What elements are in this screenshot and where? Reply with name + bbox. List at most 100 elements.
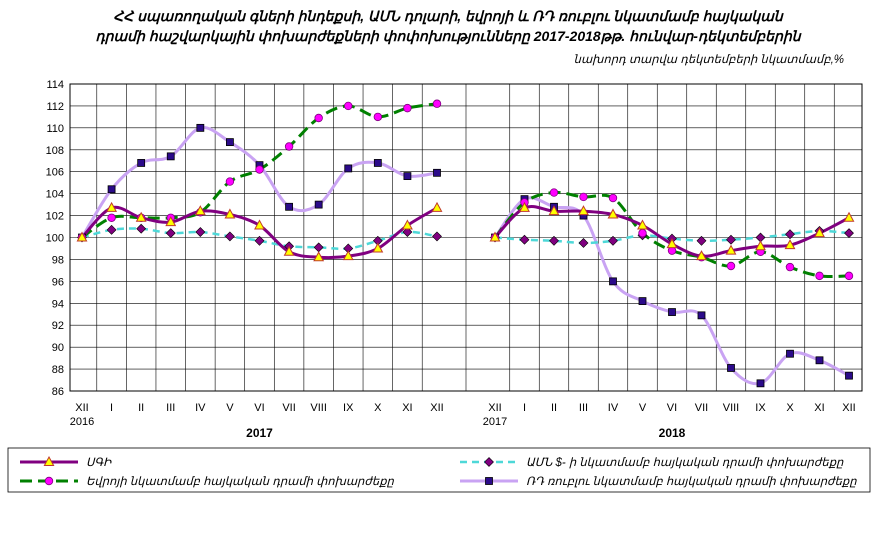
data-point-eur [107,213,116,222]
data-point-usd [432,231,442,242]
legend-marker-rub [485,477,493,485]
data-point-cpi [519,201,530,212]
data-point-cpi [224,208,236,219]
data-point-eur [284,142,294,151]
x-sub-label: 2017 [483,416,507,428]
data-point-cpi [814,227,825,238]
y-tick-label: 88 [52,364,64,376]
data-point-cpi [725,244,737,255]
series-line-rub-2018 [493,196,850,386]
y-tick-label: 90 [52,342,64,354]
data-point-cpi [548,205,560,216]
data-point-eur [638,228,647,238]
data-point-cpi [666,238,678,249]
x-tick-label: XII [430,402,443,414]
data-point-eur [549,188,559,197]
x-tick-label: XI [402,402,412,414]
x-tick-label: X [374,402,382,414]
data-point-cpi [578,205,589,216]
data-point-usd [549,235,559,246]
x-tick-label: VI [667,402,677,414]
data-point-cpi [194,205,206,216]
y-tick-label: 110 [46,123,64,135]
x-tick-label: VII [282,402,295,414]
data-point-rub [727,364,735,372]
x-tick-label: VI [254,402,264,414]
data-point-rub [786,349,794,358]
data-point-eur [225,177,235,186]
data-point-usd [844,228,854,239]
chart-title-line-1: ՀՀ սպառողական գների ինդեքսի, ԱՄՆ դոլարի,… [113,8,783,24]
data-point-eur [255,165,264,174]
data-point-cpi [607,208,619,219]
legend-marker-eur [44,476,54,486]
series-layer [76,99,855,388]
data-point-usd [106,224,117,235]
data-point-usd [254,235,265,246]
data-point-cpi [165,216,177,227]
data-point-rub [107,185,116,194]
data-point-cpi [431,201,443,212]
data-point-rub [815,356,824,365]
x-tick-label: VII [695,402,708,414]
legend-label-rub: ՌԴ ռուբլու նկատմամբ հայկական դրամի փոխար… [526,476,857,488]
data-point-eur [726,261,736,271]
data-point-cpi [135,211,147,222]
data-point-usd [195,227,206,237]
year-label: 2017 [246,426,273,440]
data-point-eur [844,271,854,281]
y-tick-label: 98 [52,254,64,266]
data-point-rub [668,308,676,316]
y-tick-label: 94 [52,298,64,310]
legend-marker-cpi [43,455,55,466]
x-sub-label: 2016 [70,416,94,428]
x-tick-label: V [226,402,234,414]
data-point-cpi [401,219,413,230]
y-tick-label: 106 [46,167,64,179]
x-tick-label: III [166,402,175,414]
x-tick-label: VIII [723,402,740,414]
x-tick-label: I [523,402,526,414]
y-tick-label: 104 [46,189,64,201]
data-point-usd [696,235,707,246]
y-tick-label: 96 [52,276,64,288]
data-point-rub [403,172,412,181]
data-point-rub [845,371,853,380]
y-tick-label: 114 [46,79,64,91]
data-point-rub [609,277,617,286]
series-line-cpi-2017 [80,205,438,260]
data-point-cpi [342,250,354,261]
x-tick-label: IV [608,402,619,414]
data-point-cpi [637,219,648,230]
legend: ՍԳԻ ԱՄՆ $- ի նկատմամբ հայկական դրամի փոխա… [7,447,871,493]
data-point-usd [519,234,530,245]
data-point-cpi [254,219,265,230]
data-point-cpi [313,251,325,262]
year-label: 2018 [659,426,686,440]
data-point-eur [403,103,412,113]
x-axis: XII I II III IV V VI VII VIII IX X XI XII20162017XII… [70,402,856,440]
data-point-usd [785,229,795,240]
y-tick-label: 92 [52,320,64,332]
x-tick-label: IV [195,402,206,414]
y-tick-label: 86 [52,386,64,398]
plot-frame [69,83,863,392]
legend-marker-usd [484,457,494,467]
data-point-eur [608,193,618,203]
x-tick-label: XII [488,402,501,414]
data-point-eur [579,192,588,202]
data-point-cpi [696,250,707,261]
data-point-eur [344,101,353,111]
data-point-cpi [283,245,295,256]
data-point-rub [638,297,647,305]
data-point-rub [433,168,441,177]
x-tick-label: XII [842,402,855,414]
data-point-usd [608,235,618,246]
x-tick-label: XI [814,402,824,414]
data-point-rub [285,202,293,211]
data-point-rub [373,159,382,167]
data-point-rub [166,152,175,161]
legend-label-cpi: ՍԳԻ [86,457,112,469]
data-point-rub [137,159,146,167]
data-point-rub [196,123,205,132]
